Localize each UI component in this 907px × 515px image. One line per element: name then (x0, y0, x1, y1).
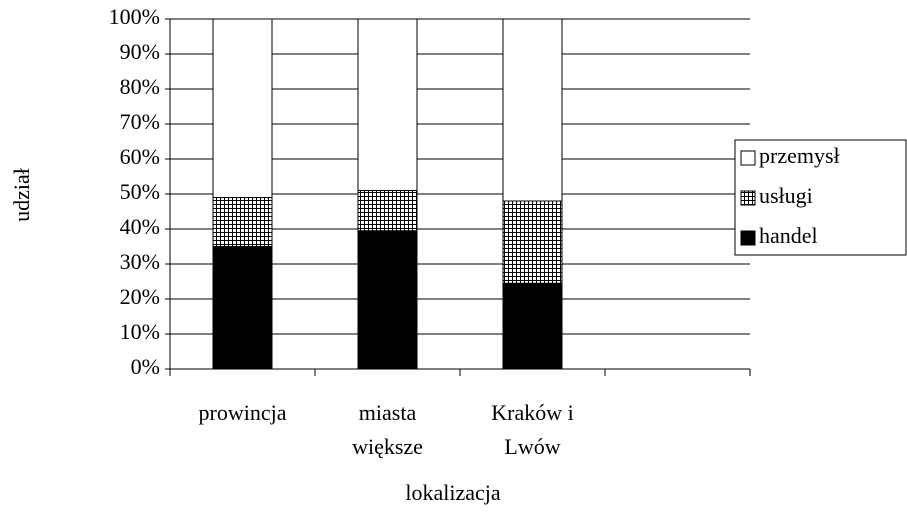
legend-swatch (740, 190, 756, 206)
x-tick-label: miasta większe (352, 400, 423, 459)
y-tick-label: 70% (120, 109, 160, 134)
y-tick-label: 0% (131, 354, 160, 379)
y-tick-label: 60% (120, 144, 160, 169)
y-axis-label: udział (9, 168, 34, 222)
y-tick-label: 40% (120, 214, 160, 239)
bar-segment (357, 230, 418, 370)
bar-segment (502, 200, 563, 284)
legend-label: handel (759, 223, 818, 248)
legend-swatch (740, 230, 756, 246)
bar-segment (212, 18, 273, 198)
y-tick-label: 50% (120, 179, 160, 204)
y-tick-label: 30% (120, 249, 160, 274)
bar-segment (502, 282, 563, 370)
y-tick-label: 20% (120, 284, 160, 309)
y-tick-label: 90% (120, 39, 160, 64)
bar-segment (212, 197, 273, 247)
bar-segment (212, 246, 273, 370)
legend-swatch (740, 150, 756, 166)
bar-segment (357, 190, 418, 232)
legend-box (734, 139, 907, 256)
legend-label: przemysł (759, 143, 840, 168)
legend-label: usługi (759, 183, 813, 208)
x-axis-label: lokalizacja (405, 480, 501, 505)
x-tick-label: Kraków i Lwów (491, 400, 573, 459)
y-tick-label: 80% (120, 74, 160, 99)
x-tick-label: prowincja (199, 400, 287, 425)
y-tick-label: 10% (120, 319, 160, 344)
bar-segment (502, 18, 563, 202)
bar-segment (357, 18, 418, 191)
y-tick-label: 100% (109, 4, 160, 29)
